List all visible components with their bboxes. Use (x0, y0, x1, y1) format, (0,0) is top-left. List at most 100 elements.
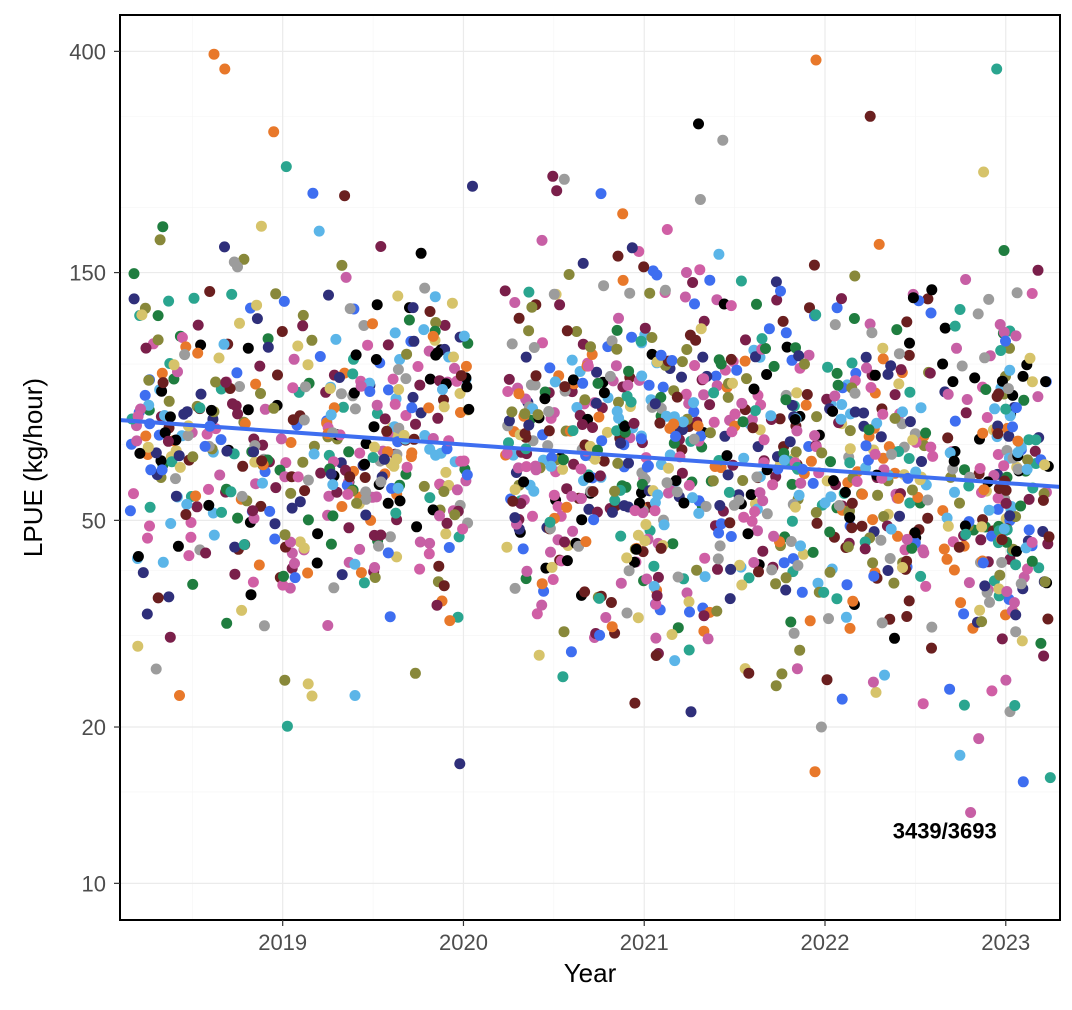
data-point (830, 319, 841, 330)
data-point (957, 361, 968, 372)
data-point (559, 626, 570, 637)
data-point (380, 413, 391, 424)
data-point (383, 547, 394, 558)
data-point (153, 334, 164, 345)
data-point (849, 271, 860, 282)
data-point (764, 323, 775, 334)
data-point (864, 424, 875, 435)
data-point (419, 283, 430, 294)
data-point (375, 241, 386, 252)
data-point (277, 326, 288, 337)
data-point (794, 490, 805, 501)
data-point (303, 475, 314, 486)
data-point (410, 419, 421, 430)
data-point (519, 408, 530, 419)
data-point (179, 349, 190, 360)
data-point (693, 508, 704, 519)
data-point (507, 496, 518, 507)
data-point (879, 670, 890, 681)
data-point (726, 426, 737, 437)
data-point (415, 537, 426, 548)
data-point (866, 327, 877, 338)
data-point (210, 377, 221, 388)
data-point (132, 641, 143, 652)
data-point (606, 597, 617, 608)
data-point (877, 409, 888, 420)
data-point-outlier (973, 733, 984, 744)
data-point (980, 384, 991, 395)
data-point (1004, 510, 1015, 521)
data-point (847, 596, 858, 607)
data-point (875, 535, 886, 546)
data-point (307, 691, 318, 702)
data-point (255, 388, 266, 399)
data-point (667, 355, 678, 366)
data-point (1012, 287, 1023, 298)
data-point (629, 418, 640, 429)
data-point (364, 386, 375, 397)
data-point (639, 535, 650, 546)
data-point (588, 514, 599, 525)
data-point (950, 321, 961, 332)
data-point (243, 343, 254, 354)
data-point (521, 566, 532, 577)
data-point (629, 698, 640, 709)
y-axis-label: LPUE (kg/hour) (18, 378, 48, 557)
data-point (546, 461, 557, 472)
data-point (907, 435, 918, 446)
data-point (949, 456, 960, 467)
data-point (623, 458, 634, 469)
data-point (681, 267, 692, 278)
data-point (576, 464, 587, 475)
data-point (644, 380, 655, 391)
data-point (599, 456, 610, 467)
data-point (877, 343, 888, 354)
data-point (624, 288, 635, 299)
data-point (897, 562, 908, 573)
data-point (795, 478, 806, 489)
data-point (536, 600, 547, 611)
data-point (861, 440, 872, 451)
data-point (915, 571, 926, 582)
data-point (326, 469, 337, 480)
data-point (1039, 459, 1050, 470)
data-point (342, 489, 353, 500)
data-point (767, 479, 778, 490)
data-point (905, 416, 916, 427)
data-point (1010, 609, 1021, 620)
data-point (171, 491, 182, 502)
data-point (759, 434, 770, 445)
data-point (631, 544, 642, 555)
data-point (845, 623, 856, 634)
data-point (886, 449, 897, 460)
data-point (652, 489, 663, 500)
data-point (153, 592, 164, 603)
data-point (650, 633, 661, 644)
data-point (978, 167, 989, 178)
data-point (128, 488, 139, 499)
data-point (684, 607, 695, 618)
data-point (942, 432, 953, 443)
data-point (268, 403, 279, 414)
data-point (523, 420, 534, 431)
data-point (886, 524, 897, 535)
data-point (889, 633, 900, 644)
data-point (545, 547, 556, 558)
data-point (596, 188, 607, 199)
data-point (587, 422, 598, 433)
data-point (326, 409, 337, 420)
data-point (736, 580, 747, 591)
data-point (444, 542, 455, 553)
data-point (626, 397, 637, 408)
data-point (157, 368, 168, 379)
data-point (696, 323, 707, 334)
data-point (567, 526, 578, 537)
data-point (297, 320, 308, 331)
data-point (1035, 638, 1046, 649)
data-point (999, 245, 1010, 256)
data-point (761, 369, 772, 380)
data-point (662, 477, 673, 488)
data-point (926, 284, 937, 295)
data-point (170, 473, 181, 484)
data-point (704, 399, 715, 410)
